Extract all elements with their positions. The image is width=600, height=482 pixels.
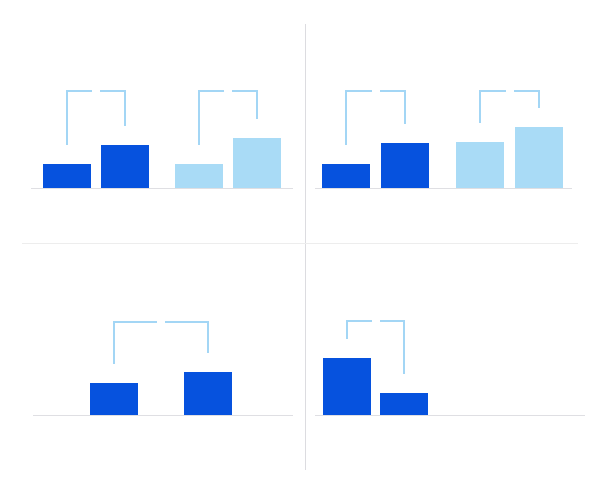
bar [380, 393, 428, 415]
change-label [321, 82, 431, 98]
bar [43, 164, 91, 188]
change-bracket-line [538, 90, 540, 108]
panel-operating-income [300, 0, 600, 241]
change-label [41, 82, 151, 98]
change-bracket-line [66, 90, 68, 145]
change-bracket-line [404, 90, 406, 124]
change-bracket-line [207, 321, 209, 353]
chart-plot [0, 0, 300, 241]
change-bracket-line [345, 90, 347, 145]
change-bracket-line [124, 90, 126, 126]
change-label-text [224, 82, 232, 97]
change-label-text [157, 313, 165, 328]
bar [381, 143, 429, 188]
change-bracket-line [256, 90, 258, 119]
change-label [173, 82, 283, 98]
chart-plot [300, 0, 600, 241]
change-bracket-line [198, 90, 200, 145]
chart-plot [300, 241, 600, 482]
change-bracket-line [403, 320, 405, 374]
bar [456, 142, 504, 188]
change-label [455, 82, 565, 98]
change-label-text [371, 82, 380, 97]
bar [323, 358, 371, 415]
change-label [321, 312, 431, 328]
change-label [106, 313, 216, 329]
axis-line [315, 188, 572, 189]
change-label-text [92, 82, 100, 97]
axis-line [315, 415, 585, 416]
bar [515, 127, 563, 188]
bar [184, 372, 232, 415]
change-label-text [371, 312, 380, 327]
change-bracket-line [113, 321, 115, 364]
panel-eps [300, 241, 600, 482]
axis-line [33, 415, 293, 416]
bar [175, 164, 223, 188]
change-bracket-line [479, 90, 481, 123]
horizontal-divider [22, 243, 578, 244]
panel-gross-profit-rate [0, 241, 300, 482]
bar [233, 138, 281, 188]
bar [322, 164, 370, 188]
bar [90, 383, 138, 415]
vertical-divider [305, 24, 306, 470]
axis-line [31, 188, 293, 189]
change-bracket-line [346, 320, 348, 339]
chart-plot [0, 241, 300, 482]
bar [101, 145, 149, 188]
change-label-text [505, 82, 514, 97]
panel-total-revenues [0, 0, 300, 241]
